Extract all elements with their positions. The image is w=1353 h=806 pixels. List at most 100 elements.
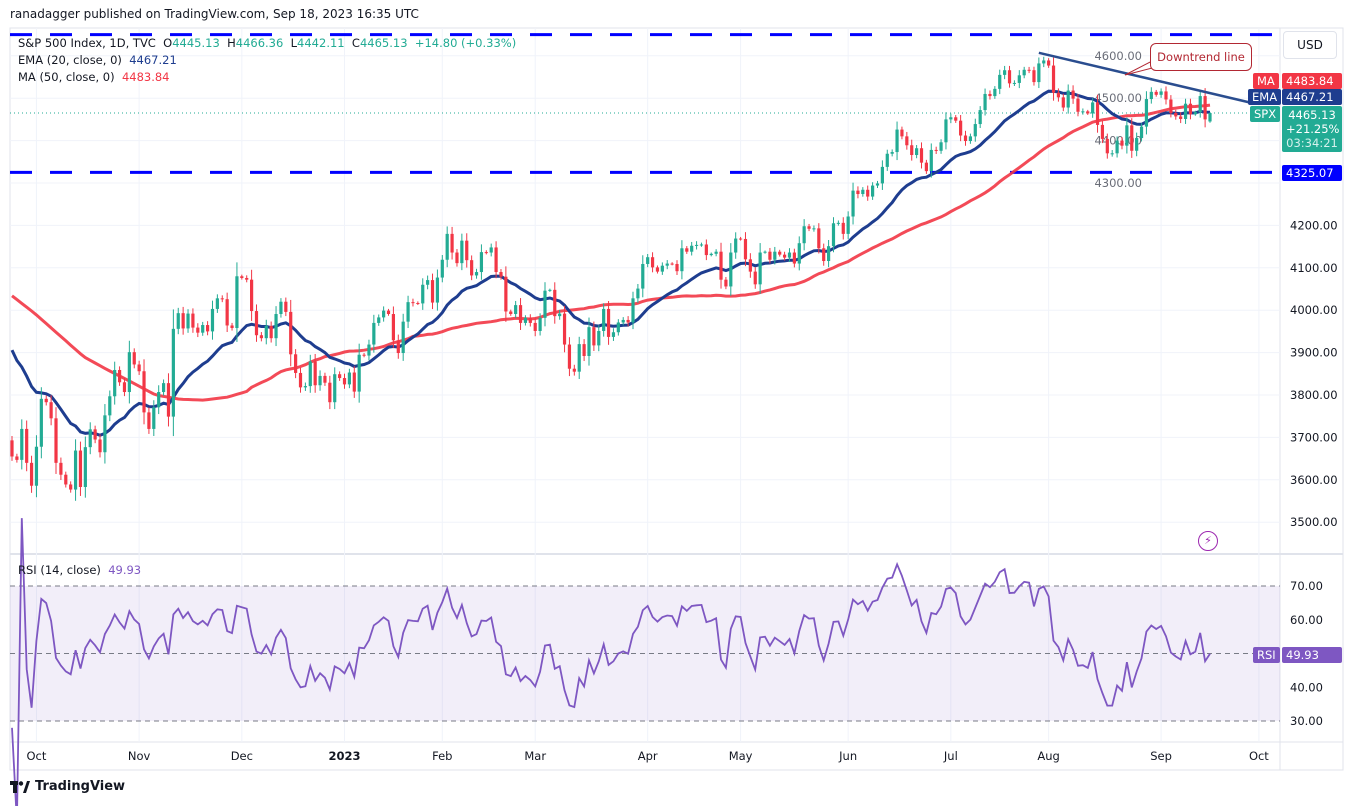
candle-body [1056,92,1061,98]
currency-button[interactable]: USD [1283,31,1337,59]
candle [499,269,503,280]
candle-body [895,129,899,153]
candle-body [822,248,826,262]
candle-body [78,450,83,488]
candle [191,308,195,333]
candle-body [127,352,131,393]
candle-body [1042,60,1046,64]
candle-body [201,325,205,333]
candle-body [401,321,405,354]
candle-body [988,93,992,97]
candle [1086,109,1090,115]
candle [636,283,640,303]
candle [968,133,972,144]
candle [430,273,435,310]
candle-body [856,190,860,195]
ema-price-label: 4467.21 [1282,89,1342,105]
candle [709,252,713,257]
candle-body [724,279,728,287]
candle-body [338,374,342,379]
candle [103,404,107,464]
candle [445,226,449,268]
rsi-label: RSI (14, close) [18,563,101,577]
candle-body [572,368,576,372]
candle [592,321,596,352]
symbol-name[interactable]: S&P 500 Index, 1D, TVC [18,36,156,50]
candle [822,243,826,266]
candle-body [489,247,493,253]
candle-body [347,372,351,385]
candle-body [352,372,356,392]
candle-body [225,299,229,326]
candle-body [968,136,972,142]
candle [166,373,171,427]
legend-ma-row[interactable]: MA (50, close, 0) 4483.84 [18,70,170,84]
candle-body [382,310,386,318]
candle-body [137,364,141,372]
tradingview-logo[interactable]: TradingView [10,779,125,794]
candle-body [538,317,542,331]
candle-body [1100,124,1105,139]
candle [69,481,73,493]
legend-symbol-row: S&P 500 Index, 1D, TVC O4445.13 H4466.36… [18,36,516,50]
candle-body [626,319,630,323]
level-price-label: 4325.07 [1282,165,1342,181]
candle-body [685,248,689,252]
candle-body [54,418,58,463]
candle [973,118,977,142]
downtrend-annotation[interactable]: Downtrend line [1150,43,1252,71]
candle-body [406,302,410,322]
candle-body [59,462,63,475]
candle [1193,110,1197,116]
time-axis-label: May [729,749,753,763]
spx-tag: SPX [1250,106,1281,122]
candle-body [313,361,317,386]
rsi-line [11,518,1211,806]
candle [1095,94,1100,133]
candle [1149,87,1153,104]
candle [421,278,425,310]
candle-body [758,252,762,285]
legend-ema-row[interactable]: EMA (20, close, 0) 4467.21 [18,53,177,67]
candle-body [113,369,117,397]
candle [518,298,523,330]
candle-body [372,322,376,345]
candle [308,354,312,393]
candle-body [504,276,508,312]
ma-value: 4483.84 [121,70,170,84]
legend-rsi-row[interactable]: RSI (14, close) 49.93 [18,563,141,577]
candle-body [426,280,430,285]
candle [352,366,356,398]
candle-body [1144,99,1149,127]
candle [773,246,777,265]
candle-body [709,253,713,256]
candle-body [944,119,948,143]
candle [729,243,733,296]
candle [1105,133,1109,159]
candle [861,187,865,197]
candle-body [186,313,190,329]
candle [264,319,268,345]
candle-body [161,383,166,393]
candle-body [1076,98,1080,112]
candle-body [714,251,718,254]
candle-body [1047,60,1051,66]
candle [748,253,752,278]
candle [396,334,400,359]
candle-body [176,313,180,329]
candle-body [342,378,347,385]
candle [470,255,474,281]
lightning-icon[interactable]: ⚡ [1198,531,1218,551]
candle [856,186,860,199]
candle-body [729,252,733,287]
candle [685,246,689,254]
candle-body [587,327,591,356]
candle-body [1174,113,1178,117]
candle [342,373,347,389]
candle [117,366,122,386]
candle-body [704,244,708,256]
time-axis-label: Jun [838,749,857,763]
candle-body [611,332,616,337]
time-axis-label: Oct [27,749,47,763]
